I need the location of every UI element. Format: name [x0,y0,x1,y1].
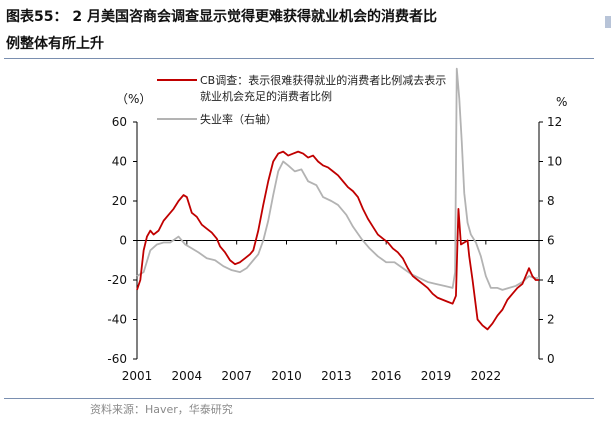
source-note: 资料来源：Haver，华泰研究 [90,403,233,416]
cb-survey-series-line [136,150,539,331]
unemployment-series-line [136,67,539,291]
legend-label-cb-line-2: 就业机会充足的消费者比例 [200,89,332,103]
adjacent-panel-edge [605,16,611,28]
left-tick-label: 60 [112,115,127,129]
bottom-divider [4,398,594,399]
left-unit-label: （%） [116,92,151,106]
x-tick-label: 2022 [471,369,502,383]
right-tick-label: 8 [547,194,555,208]
left-tick-label: -40 [107,313,127,327]
x-tick-label: 2001 [122,369,153,383]
right-tick-label: 6 [547,234,555,248]
left-tick-label: 0 [119,234,127,248]
right-tick-label: 10 [547,155,562,169]
right-tick-label: 12 [547,115,562,129]
left-tick-label: 20 [112,194,127,208]
x-tick-label: 2019 [421,369,452,383]
chart-title-line-1: 图表55： 2 月美国咨商会调查显示觉得更难获得就业机会的消费者比 [6,9,437,25]
right-tick-label: 0 [547,352,555,366]
legend-label-unemployment: 失业率（右轴） [200,112,277,126]
right-tick-label: 4 [547,273,555,287]
right-tick-label: 2 [547,313,555,327]
series-layer [136,67,539,331]
x-tick-label: 2010 [271,369,302,383]
legend-label-cb-line-1: CB调查：表示很难获得就业的消费者比例减去表示 [200,73,446,87]
x-tick-label: 2016 [371,369,402,383]
top-divider [4,58,594,59]
legend: CB调查：表示很难获得就业的消费者比例减去表示就业机会充足的消费者比例失业率（右… [157,73,446,126]
x-tick-label: 2004 [172,369,203,383]
right-unit-label: % [556,95,567,109]
left-tick-label: 40 [112,155,127,169]
left-tick-label: -60 [107,352,127,366]
x-tick-label: 2013 [321,369,352,383]
left-tick-label: -20 [107,273,127,287]
chart-title-line-2: 例整体有所上升 [6,36,104,52]
x-tick-label: 2007 [221,369,252,383]
